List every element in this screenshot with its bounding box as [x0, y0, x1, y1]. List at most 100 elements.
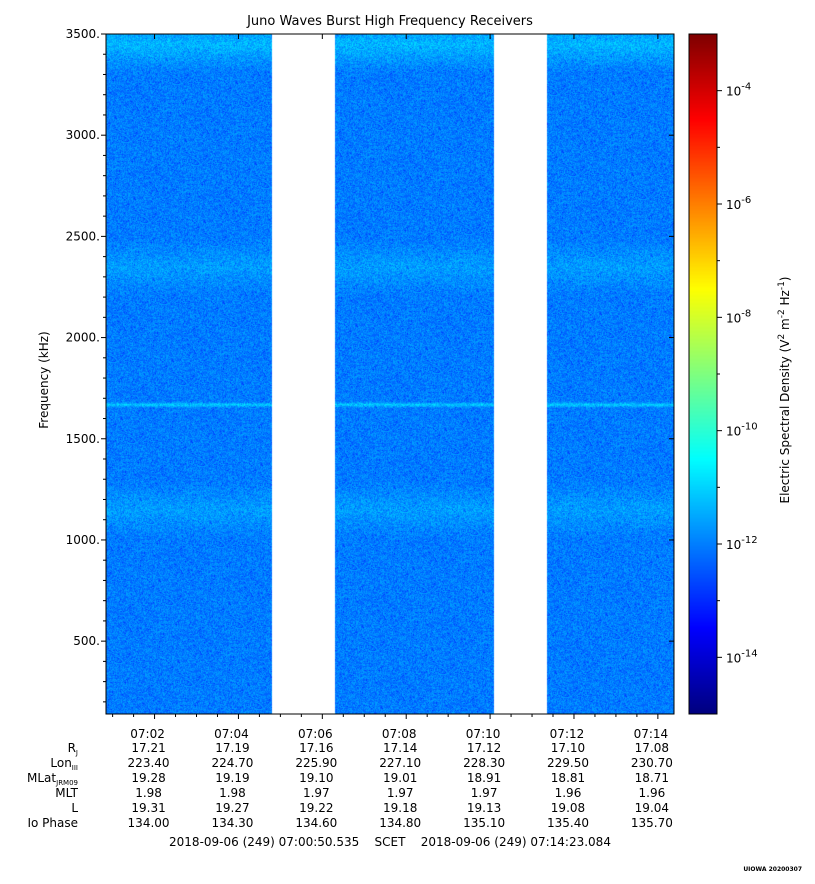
- ephemeris-value: 19.31: [131, 801, 165, 815]
- colorbar-tick-exponent: -10: [741, 422, 757, 433]
- ephemeris-value: 134.00: [128, 816, 170, 830]
- colorbar-tick-label: 10-10: [726, 422, 758, 439]
- ephemeris-value: 19.10: [299, 771, 333, 785]
- colorbar-tick-exponent: -12: [741, 535, 757, 546]
- y-tick-label: 500.: [73, 634, 100, 648]
- plot-frame: [105, 33, 675, 715]
- ephemeris-value: 223.40: [128, 756, 170, 770]
- ephemeris-value: 19.27: [215, 801, 249, 815]
- y-axis: 3500. 3000. 2500. 2000. 1500. 1000. 500.: [66, 27, 674, 703]
- ephemeris-row-label: L: [71, 801, 78, 815]
- ephemeris-value: 19.01: [383, 771, 417, 785]
- colorbar-tick-base: 10: [726, 651, 741, 665]
- colorbar-tick-label: 10-6: [726, 195, 751, 212]
- ephemeris-value: 19.13: [467, 801, 501, 815]
- time-range-footer: 2018-09-06 (249) 07:00:50.535 SCET 2018-…: [169, 835, 611, 849]
- ephemeris-value: 19.22: [299, 801, 333, 815]
- ephemeris-value: 19.04: [635, 801, 669, 815]
- colorbar-label-mid2: Hz: [778, 290, 792, 309]
- ephemeris-value: 134.60: [295, 816, 337, 830]
- ephemeris-row-label: Io Phase: [27, 816, 78, 830]
- ephemeris-value: 228.30: [463, 756, 505, 770]
- ephemeris-value: 225.90: [295, 756, 337, 770]
- y-axis-label: Frequency (kHz): [37, 331, 51, 428]
- ephemeris-row-subscript: J: [75, 749, 78, 757]
- colorbar: [688, 33, 718, 715]
- spectrogram-image: [106, 34, 674, 714]
- ephemeris-value: 17.14: [383, 741, 417, 755]
- ephemeris-row-label: MLT: [55, 786, 78, 800]
- colorbar-label-sup3: -1: [777, 281, 787, 290]
- ephemeris-value: 227.10: [379, 756, 421, 770]
- y-tick-label: 3500.: [66, 27, 100, 41]
- ephemeris-row-name: MLat: [27, 771, 56, 785]
- y-tick-label: 2500.: [66, 229, 100, 243]
- colorbar-tick-label: 10-12: [726, 535, 758, 552]
- ephemeris-row-label: MLatJRM09: [27, 771, 78, 787]
- colorbar-tick-exponent: -4: [741, 82, 751, 93]
- ephemeris-value: 18.71: [635, 771, 669, 785]
- x-tick-label: 07:10: [466, 727, 501, 741]
- ephemeris-value: 1.96: [555, 786, 582, 800]
- ephemeris-row-name: L: [71, 801, 78, 815]
- ephemeris-value: 229.50: [547, 756, 589, 770]
- ephemeris-value: 18.91: [467, 771, 501, 785]
- colorbar-tick-base: 10: [726, 85, 741, 99]
- colorbar-tick-label: 10-14: [726, 648, 758, 665]
- ephemeris-value: 1.96: [639, 786, 666, 800]
- ephemeris-row-name: Io Phase: [27, 816, 78, 830]
- y-tick-label: 3000.: [66, 128, 100, 142]
- spectrogram-plot-area: [105, 33, 675, 715]
- colorbar-tick-base: 10: [726, 198, 741, 212]
- colorbar-label-text: Electric Spectral Density (V: [778, 339, 792, 504]
- x-tick-label: 07:08: [382, 727, 417, 741]
- ephemeris-value: 19.19: [215, 771, 249, 785]
- ephemeris-value: 224.70: [211, 756, 253, 770]
- ephemeris-table: RJ 17.21 17.19 17.16 17.14 17.12 17.10 17.08 Lon…: [27, 741, 673, 830]
- ephemeris-value: 17.10: [551, 741, 585, 755]
- ephemeris-value: 135.70: [631, 816, 673, 830]
- ephemeris-value: 17.19: [215, 741, 249, 755]
- colorbar-label-end: ): [778, 276, 792, 281]
- colorbar-tick-exponent: -6: [741, 195, 751, 206]
- ephemeris-row-name: R: [68, 741, 76, 755]
- ephemeris-value: 19.28: [131, 771, 165, 785]
- y-tick-label: 1000.: [66, 533, 100, 547]
- ephemeris-value: 135.40: [547, 816, 589, 830]
- ephemeris-value: 17.08: [635, 741, 669, 755]
- y-tick-label: 1500.: [66, 432, 100, 446]
- ephemeris-value: 19.18: [383, 801, 417, 815]
- ephemeris-row-name: MLT: [55, 786, 78, 800]
- colorbar-tick-exponent: -8: [741, 308, 751, 319]
- x-axis: 07:02 07:04 07:06 07:08 07:10 07:12 07:14: [112, 34, 669, 741]
- ephemeris-value: 1.97: [303, 786, 330, 800]
- colorbar-tick-label: 10-8: [726, 308, 751, 325]
- ephemeris-value: 134.80: [379, 816, 421, 830]
- x-tick-label: 07:06: [298, 727, 333, 741]
- colorbar-label: Electric Spectral Density (V2 m-2 Hz-1): [777, 276, 792, 503]
- ephemeris-value: 134.30: [211, 816, 253, 830]
- chart-title: Juno Waves Burst High Frequency Receiver…: [246, 14, 533, 29]
- colorbar-tick-exponent: -14: [741, 648, 757, 659]
- colorbar-tick-base: 10: [726, 538, 741, 552]
- x-tick-label: 07:12: [550, 727, 585, 741]
- ephemeris-value: 17.21: [131, 741, 165, 755]
- colorbar-label-mid: m: [778, 318, 792, 334]
- credit-label: UIOWA 20200307: [743, 866, 802, 873]
- x-tick-label: 07:14: [634, 727, 669, 741]
- ephemeris-value: 230.70: [631, 756, 673, 770]
- colorbar-tick-base: 10: [726, 425, 741, 439]
- x-tick-label: 07:04: [214, 727, 249, 741]
- ephemeris-row-label: LonIII: [50, 756, 78, 772]
- ephemeris-value: 1.97: [387, 786, 414, 800]
- colorbar-tick-label: 10-4: [726, 82, 751, 99]
- ephemeris-value: 17.16: [299, 741, 333, 755]
- ephemeris-value: 135.10: [463, 816, 505, 830]
- ephemeris-row-subscript: JRM09: [55, 779, 78, 787]
- colorbar-label-sup2: -2: [777, 309, 787, 318]
- ephemeris-value: 17.12: [467, 741, 501, 755]
- x-tick-label: 07:02: [130, 727, 165, 741]
